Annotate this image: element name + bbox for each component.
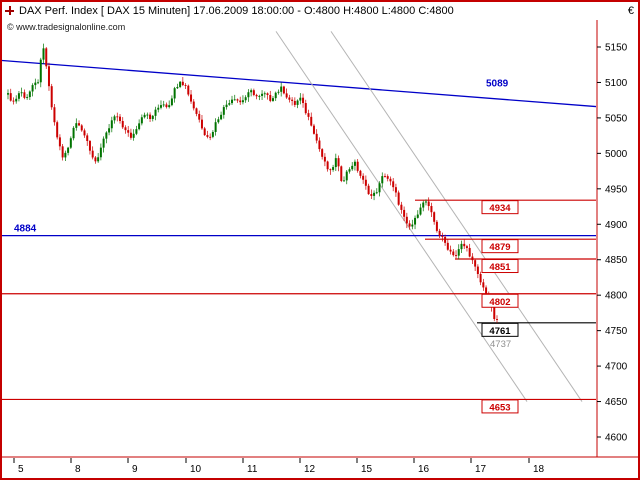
svg-text:4800: 4800 bbox=[605, 291, 628, 302]
svg-text:5100: 5100 bbox=[605, 78, 628, 89]
level-label-4761[interactable]: 4761 bbox=[481, 322, 519, 337]
x-axis[interactable]: 5 8 9 10 11 12 15 16 17 18 bbox=[13, 458, 545, 475]
level-label-4851[interactable]: 4851 bbox=[481, 259, 519, 274]
level-label-4879[interactable]: 4879 bbox=[481, 239, 519, 254]
resistance-trendline-5089[interactable] bbox=[1, 59, 597, 108]
svg-text:4600: 4600 bbox=[605, 433, 628, 444]
svg-text:4950: 4950 bbox=[605, 184, 628, 195]
channel-line-right[interactable] bbox=[330, 31, 583, 402]
currency-label: € bbox=[627, 4, 634, 17]
svg-text:5050: 5050 bbox=[605, 113, 628, 124]
svg-text:18: 18 bbox=[533, 464, 545, 475]
svg-text:4879: 4879 bbox=[489, 242, 510, 253]
chart-title: DAX Perf. Index [ DAX 15 Minuten] 17.06.… bbox=[19, 4, 454, 17]
watermark: © www.tradesignalonline.com bbox=[7, 22, 126, 32]
svg-text:17: 17 bbox=[475, 464, 487, 475]
svg-text:4650: 4650 bbox=[605, 397, 628, 408]
candle-series bbox=[7, 43, 498, 325]
svg-text:15: 15 bbox=[361, 464, 373, 475]
svg-text:5: 5 bbox=[18, 464, 24, 475]
y-axis[interactable]: 5150 5100 5050 5000 4950 4900 4850 4800 4750 4700… bbox=[597, 43, 628, 444]
title-bar: DAX Perf. Index [ DAX 15 Minuten] 17.06.… bbox=[5, 3, 634, 18]
annotation-4737: 4737 bbox=[490, 339, 511, 350]
svg-text:4653: 4653 bbox=[489, 402, 510, 413]
svg-text:4750: 4750 bbox=[605, 326, 628, 337]
svg-text:4700: 4700 bbox=[605, 362, 628, 373]
crosshair-icon bbox=[5, 6, 14, 15]
svg-text:8: 8 bbox=[75, 464, 81, 475]
svg-text:10: 10 bbox=[190, 464, 202, 475]
trend-label-5089[interactable]: 5089 bbox=[486, 79, 509, 90]
svg-text:16: 16 bbox=[418, 464, 430, 475]
svg-text:12: 12 bbox=[304, 464, 316, 475]
svg-text:4851: 4851 bbox=[489, 262, 511, 273]
svg-text:4850: 4850 bbox=[605, 255, 628, 266]
svg-text:5000: 5000 bbox=[605, 149, 628, 160]
channel-line-left[interactable] bbox=[275, 31, 528, 402]
level-label-4802[interactable]: 4802 bbox=[481, 293, 519, 308]
svg-text:5150: 5150 bbox=[605, 43, 628, 54]
svg-text:4761: 4761 bbox=[489, 326, 511, 337]
svg-text:4900: 4900 bbox=[605, 220, 628, 231]
svg-text:11: 11 bbox=[247, 464, 258, 475]
svg-text:4934: 4934 bbox=[489, 203, 511, 214]
level-label-4884[interactable]: 4884 bbox=[14, 224, 37, 235]
level-label-4934[interactable]: 4934 bbox=[481, 200, 519, 215]
level-label-4653[interactable]: 4653 bbox=[481, 399, 519, 414]
svg-text:4802: 4802 bbox=[489, 297, 510, 308]
svg-text:9: 9 bbox=[132, 464, 138, 475]
